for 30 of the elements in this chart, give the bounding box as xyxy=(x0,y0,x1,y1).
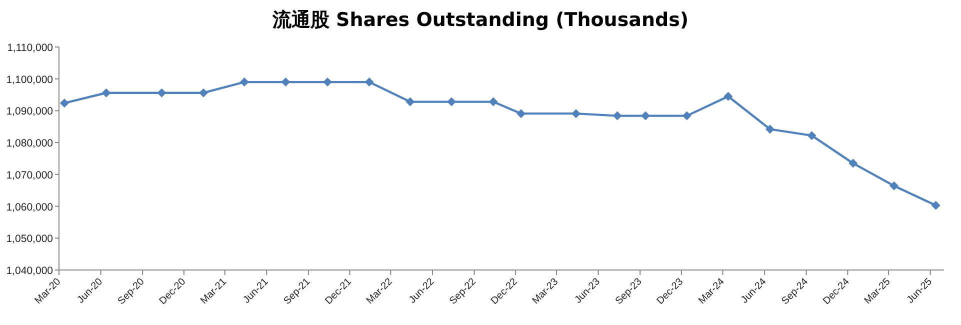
y-tick-label: 1,070,000 xyxy=(6,169,54,182)
point xyxy=(406,97,415,106)
y-tick-label: 1,110,000 xyxy=(7,42,54,54)
y-tick-label: 1,040,000 xyxy=(6,265,54,277)
point xyxy=(724,92,733,101)
chart-title: 流通股 Shares Outstanding (Thousands) xyxy=(271,9,689,31)
point xyxy=(682,111,692,120)
point xyxy=(60,98,69,108)
point xyxy=(572,109,581,118)
point xyxy=(102,88,111,98)
point xyxy=(323,78,332,87)
y-tick-label: 1,050,000 xyxy=(6,233,54,246)
y-tick-label: 1,080,000 xyxy=(6,138,54,150)
y-tick-label: 1,060,000 xyxy=(6,201,54,214)
point xyxy=(516,109,526,118)
point xyxy=(488,97,498,106)
point xyxy=(766,124,774,134)
point xyxy=(641,111,650,120)
point xyxy=(807,131,816,140)
point xyxy=(612,111,622,120)
point xyxy=(157,88,166,98)
y-tick-label: 1,090,000 xyxy=(6,106,54,118)
point xyxy=(240,78,249,87)
point xyxy=(848,158,858,168)
point xyxy=(281,78,290,87)
y-tick-label: 1,100,000 xyxy=(6,74,54,86)
point xyxy=(447,97,456,106)
point xyxy=(931,200,940,210)
point xyxy=(890,181,899,190)
point xyxy=(364,78,374,87)
